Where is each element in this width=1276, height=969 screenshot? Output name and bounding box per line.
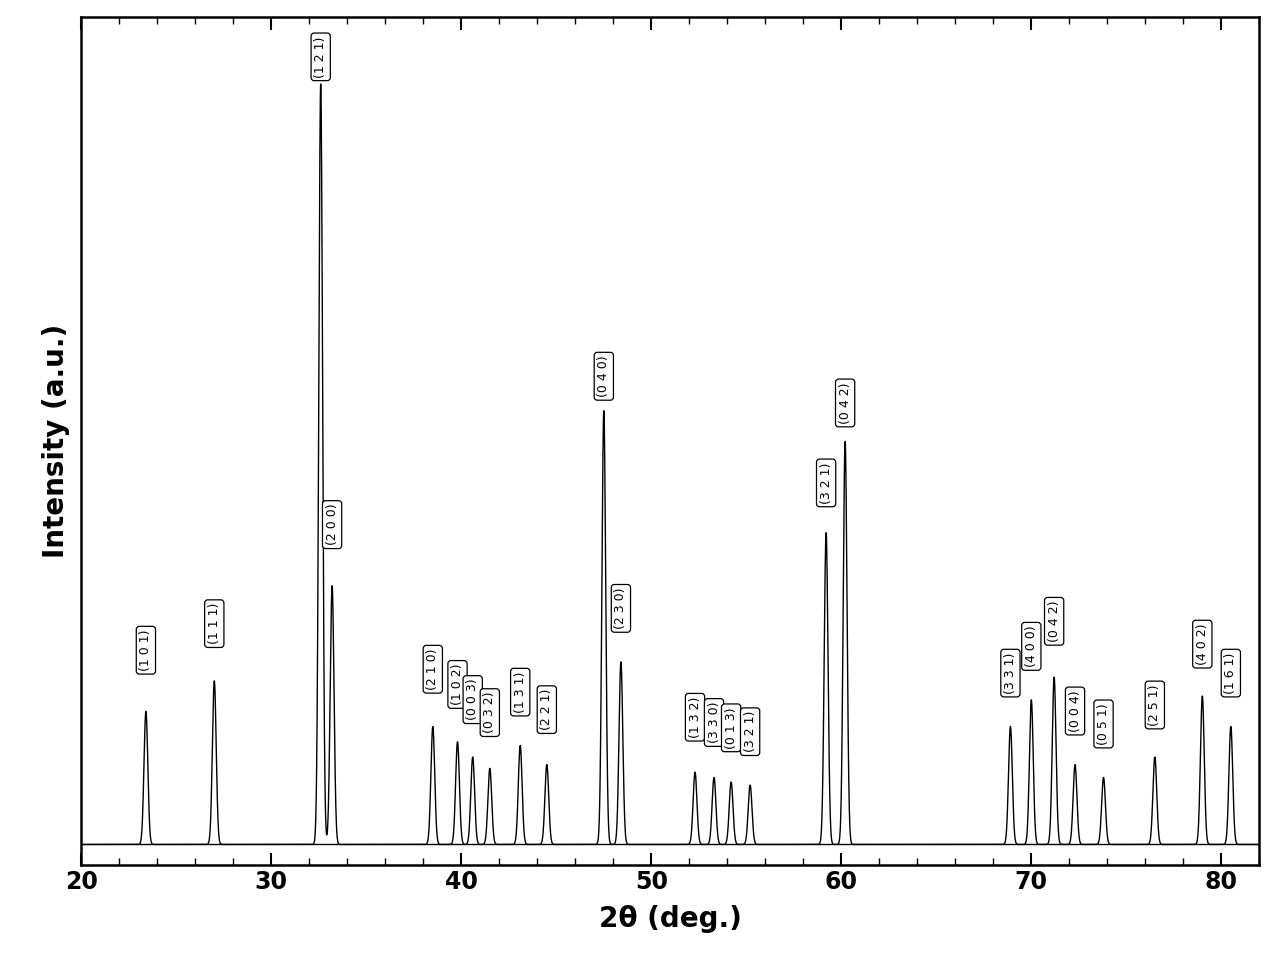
- Text: (3 3 0): (3 3 0): [707, 702, 721, 743]
- Text: (0 5 1): (0 5 1): [1097, 703, 1110, 745]
- Text: (0 4 2): (0 4 2): [838, 382, 851, 423]
- Text: (2 5 1): (2 5 1): [1148, 684, 1161, 726]
- Text: (1 6 1): (1 6 1): [1225, 652, 1238, 694]
- Text: (0 4 0): (0 4 0): [597, 356, 610, 397]
- Text: (1 1 1): (1 1 1): [208, 603, 221, 644]
- Text: (1 3 1): (1 3 1): [514, 672, 527, 713]
- Text: (1 0 2): (1 0 2): [450, 664, 464, 705]
- Text: (3 3 1): (3 3 1): [1004, 652, 1017, 694]
- Text: (0 3 2): (0 3 2): [484, 692, 496, 734]
- Text: (4 0 2): (4 0 2): [1196, 623, 1208, 665]
- Text: (2 1 0): (2 1 0): [426, 648, 439, 690]
- Text: (1 2 1): (1 2 1): [314, 36, 327, 78]
- Text: (2 2 1): (2 2 1): [540, 689, 554, 731]
- Text: (2 3 0): (2 3 0): [615, 587, 628, 629]
- Text: (0 4 2): (0 4 2): [1048, 601, 1060, 642]
- Text: (1 0 1): (1 0 1): [139, 630, 152, 671]
- Text: (4 0 0): (4 0 0): [1025, 626, 1037, 668]
- Text: (3 2 1): (3 2 1): [744, 711, 757, 752]
- Text: (3 2 1): (3 2 1): [819, 462, 833, 504]
- X-axis label: 2θ (deg.): 2θ (deg.): [598, 905, 741, 933]
- Text: (0 0 3): (0 0 3): [466, 679, 480, 720]
- Text: (0 1 3): (0 1 3): [725, 707, 738, 749]
- Y-axis label: Intensity (a.u.): Intensity (a.u.): [42, 324, 70, 558]
- Text: (0 0 4): (0 0 4): [1068, 690, 1082, 732]
- Text: (1 3 2): (1 3 2): [689, 697, 702, 738]
- Text: (2 0 0): (2 0 0): [325, 504, 338, 546]
